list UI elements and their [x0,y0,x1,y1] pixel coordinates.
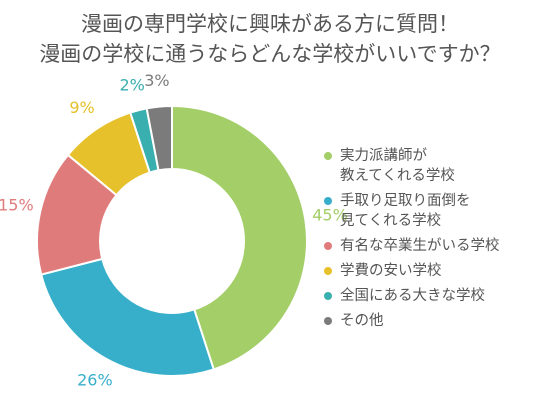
legend-label-2: 手取り足取り面倒を 見てくれる学校 [340,193,471,229]
legend-swatch-4 [324,267,332,275]
slice-label-1: 45% [312,205,348,224]
value-labels-group: 45% 26% 15% 9% 2% 3% [0,71,348,389]
legend-label-4: 学費の安い学校 [340,263,442,279]
legend: 実力派講師が 教えてくれる学校 手取り足取り面倒を 見てくれる学校有名な卒業生がい… [324,146,534,336]
legend-item-2: 手取り足取り面倒を 見てくれる学校 [324,191,534,231]
legend-label-5: 全国にある大きな学校 [340,288,485,304]
slice-2 [40,257,215,377]
slice-label-4: 9% [69,98,94,117]
slice-label-2: 26% [77,371,113,390]
slices-group [36,104,308,377]
legend-item-6: その他 [324,311,534,331]
chart-subtitle: 漫画の学校に通うならどんな学校がいいですか？ [39,42,501,66]
legend-swatch-6 [324,317,332,325]
slice-6 [145,104,173,172]
legend-swatch-2 [324,197,332,205]
legend-item-3: 有名な卒業生がいる学校 [324,236,534,256]
chart-title: 漫画の専門学校に興味がある方に質問！ [81,12,459,36]
slice-1 [171,104,308,371]
legend-item-1: 実力派講師が 教えてくれる学校 [324,146,534,186]
legend-swatch-5 [324,292,332,300]
legend-label-1: 実力派講師が 教えてくれる学校 [340,148,455,184]
legend-item-5: 全国にある大きな学校 [324,286,534,306]
slice-label-3: 15% [0,196,34,215]
legend-swatch-3 [324,242,332,250]
slice-label-5: 2% [120,76,145,95]
legend-label-6: その他 [340,313,384,329]
slice-label-6: 3% [144,71,169,90]
legend-item-4: 学費の安い学校 [324,261,534,281]
legend-label-3: 有名な卒業生がいる学校 [340,238,500,254]
legend-swatch-1 [324,152,332,160]
